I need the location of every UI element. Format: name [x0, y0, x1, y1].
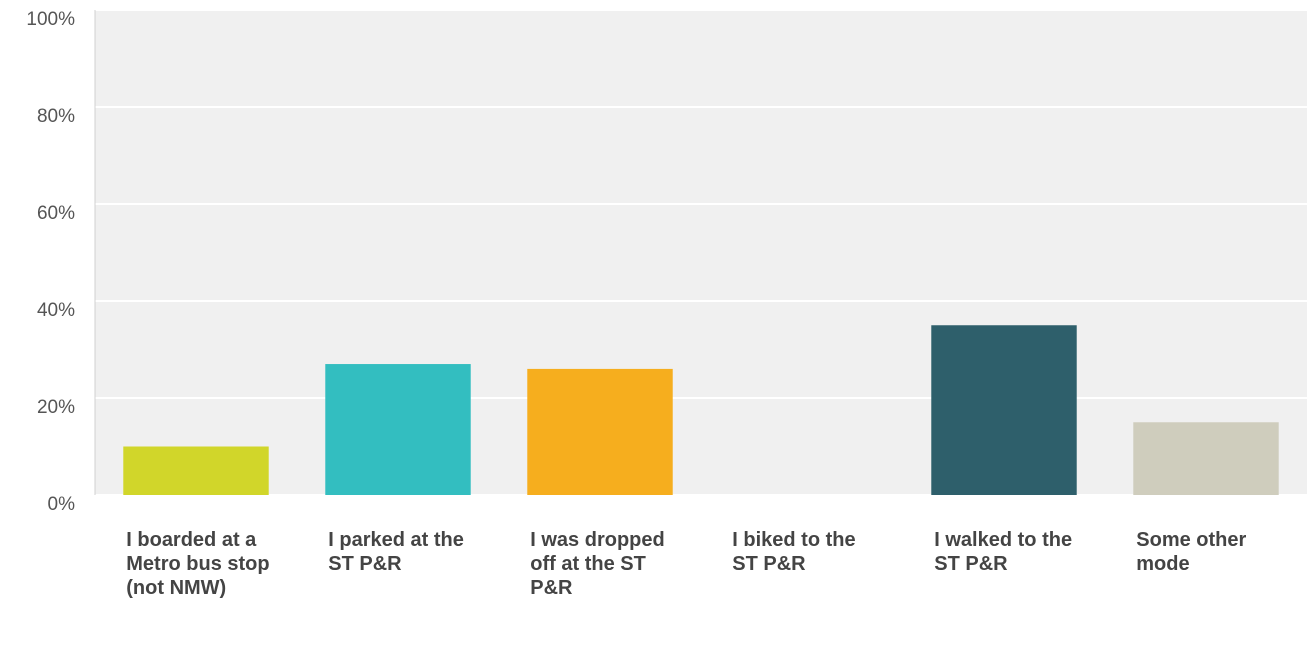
x-tick-label: I boarded at a Metro bus stop (not NMW) [126, 529, 270, 599]
plot-background [95, 10, 1307, 495]
y-tick-label: 20% [37, 397, 75, 418]
y-tick-label: 40% [37, 300, 75, 321]
bar [931, 325, 1077, 495]
x-tick-label: I was dropped off at the ST P&R [530, 529, 665, 599]
bar [123, 446, 269, 495]
y-tick-label: 60% [37, 203, 75, 224]
x-tick-label: I parked at the ST P&R [328, 529, 464, 575]
x-tick-label: Some other mode [1136, 529, 1247, 575]
y-tick-label: 0% [48, 494, 76, 515]
x-tick-label: I walked to the ST P&R [934, 529, 1073, 575]
bar [527, 368, 673, 495]
y-tick-label: 100% [26, 9, 75, 30]
y-tick-label: 80% [37, 106, 75, 127]
bar [1133, 422, 1279, 495]
bar [325, 364, 471, 495]
x-tick-label: I biked to the ST P&R [732, 529, 856, 575]
